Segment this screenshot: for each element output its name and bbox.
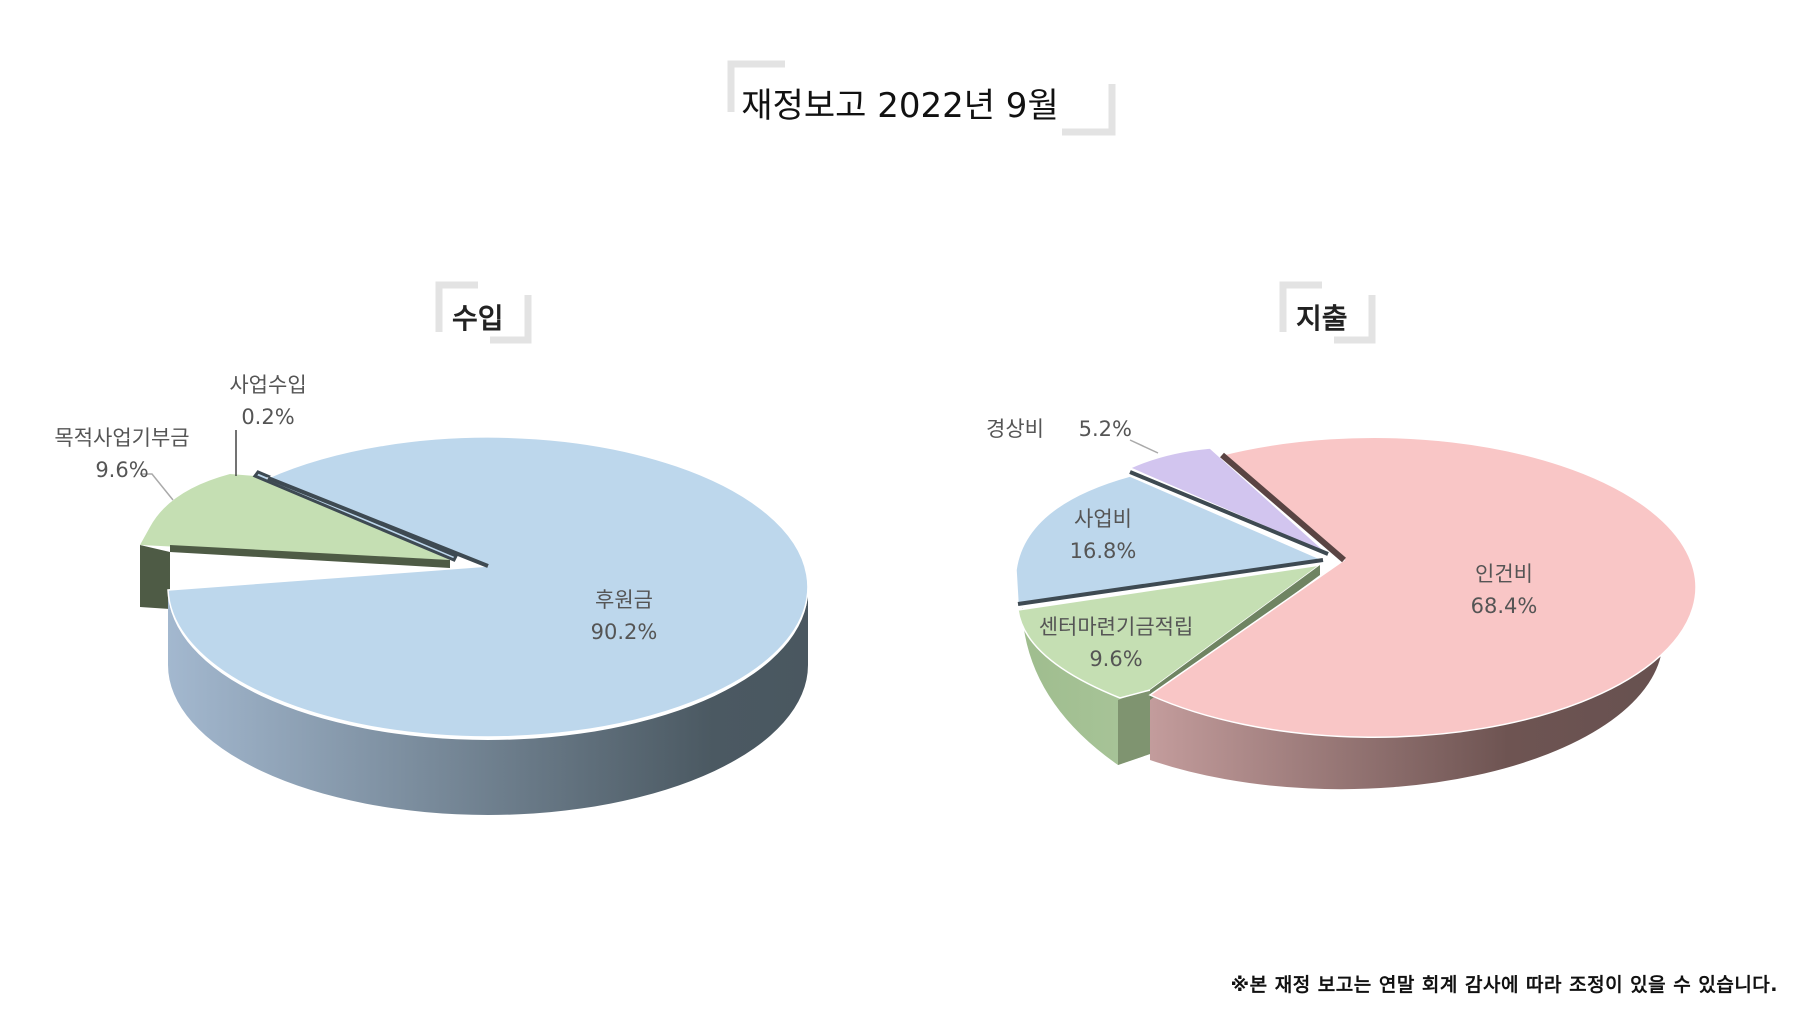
- expense-label-general-name: 경상비: [986, 417, 1044, 441]
- income-bracket-right: [490, 295, 532, 344]
- expense-chart-title: 지출: [1296, 302, 1348, 335]
- expense-slice-general-edge: [1129, 470, 1329, 556]
- income-slice-donation-edge: [170, 545, 450, 568]
- expense-slice-fund: [1017, 564, 1321, 699]
- income-label-business-name: 사업수입: [229, 373, 306, 397]
- title-bracket-left: [727, 60, 785, 112]
- expense-slice-side-labor: [1150, 590, 1662, 790]
- income-chart-title: 수입: [452, 302, 504, 335]
- expense-label-business-name: 사업비: [1074, 507, 1132, 531]
- expense-bracket-right: [1334, 295, 1376, 344]
- expense-slice-side-fund-inner: [1118, 688, 1150, 765]
- expense-slice-labor-edge: [1220, 452, 1346, 563]
- expense-label-business-value: 16.8%: [1070, 539, 1137, 563]
- title-bracket-right: [1062, 84, 1116, 136]
- income-label-main-value: 90.2%: [591, 620, 658, 644]
- income-pie: [140, 430, 809, 815]
- expense-label-fund-value: 9.6%: [1089, 647, 1142, 671]
- expense-label-labor-name: 인건비: [1475, 562, 1533, 586]
- income-label-business-value: 0.2%: [241, 405, 294, 429]
- income-bracket-left: [435, 281, 478, 332]
- expense-label-fund-name: 센터마련기금적립: [1039, 615, 1194, 639]
- expense-label-general-value: 5.2%: [1079, 417, 1132, 441]
- page-title: 재정보고 2022년 9월: [741, 86, 1059, 126]
- income-slice-side-donation: [140, 545, 170, 609]
- expense-slice-labor: [1148, 436, 1697, 738]
- income-slice-main-edge: [267, 476, 489, 568]
- expense-slice-business-edge: [1017, 558, 1324, 606]
- footnote: ※본 재정 보고는 연말 회계 감사에 따라 조정이 있을 수 있습니다.: [1230, 974, 1778, 996]
- income-label-main-name: 후원금: [595, 588, 653, 612]
- income-slice-side-main: [168, 590, 808, 815]
- expense-label-labor-value: 68.4%: [1471, 594, 1538, 618]
- income-label-donation-value: 9.6%: [95, 458, 148, 482]
- expense-slice-general: [1128, 447, 1329, 555]
- income-slice-donation: [140, 474, 450, 560]
- expense-bracket-left: [1279, 281, 1322, 332]
- leader-donation: [140, 473, 174, 501]
- leader-general: [1129, 439, 1159, 454]
- income-slice-main: [167, 436, 809, 738]
- income-label-donation-name: 목적사업기부금: [54, 426, 189, 450]
- expense-slice-business: [1015, 475, 1326, 605]
- expense-pie: [1015, 436, 1697, 790]
